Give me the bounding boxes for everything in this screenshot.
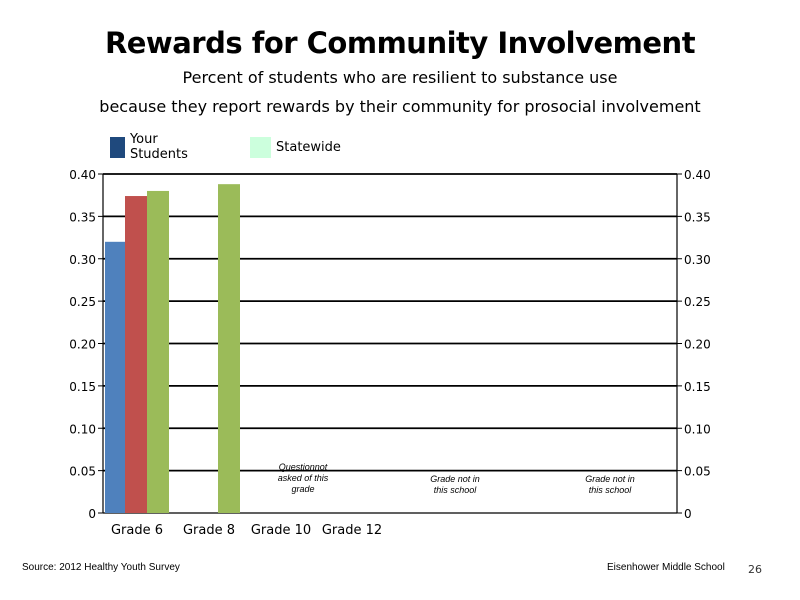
- annotation-text: this school: [589, 485, 633, 495]
- legend-label-statewide: Statewide: [276, 139, 341, 155]
- y-tick-label-left: 0.15: [69, 380, 96, 394]
- source-note: Source: 2012 Healthy Youth Survey: [22, 562, 180, 573]
- y-tick-label-right: 0.25: [684, 295, 711, 309]
- legend-swatch-your-students: [110, 136, 125, 158]
- x-category-label: Grade 6: [111, 523, 163, 538]
- legend-label-your-students: Your Students: [129, 132, 188, 162]
- legend-item-statewide: Statewide: [250, 136, 341, 158]
- y-tick-label-right: 0.10: [684, 422, 711, 436]
- annotation-text: Questionnot: [279, 462, 328, 472]
- chart-subtitle-line-1: Percent of students who are resilient to…: [182, 68, 618, 87]
- annotation-text: Grade not in: [585, 474, 635, 484]
- page-number: 26: [748, 563, 762, 576]
- y-tick-label-right: 0.30: [684, 253, 711, 267]
- chart-subtitle-line-2: because they report rewards by their com…: [99, 97, 701, 116]
- bar-grade-6-series-0: [105, 241, 127, 514]
- y-tick-label-right: 0: [684, 507, 692, 521]
- y-tick-label-left: 0.10: [69, 422, 96, 436]
- annotation-text: this school: [434, 485, 478, 495]
- y-tick-label-right: 0.35: [684, 210, 711, 224]
- bar-grade-6-series-1: [125, 196, 147, 513]
- bar-grade-6-series-2: [147, 190, 169, 513]
- legend-item-your-students: Your Students: [110, 132, 194, 162]
- annotation-text: grade: [291, 484, 314, 494]
- y-tick-label-left: 0.35: [69, 210, 96, 224]
- y-tick-label-right: 0.40: [684, 168, 711, 182]
- y-tick-label-right: 0.05: [684, 465, 711, 479]
- annotation-text: Grade not in: [430, 474, 480, 484]
- y-tick-label-left: 0.20: [69, 338, 96, 352]
- y-tick-label-right: 0.20: [684, 338, 711, 352]
- y-tick-label-left: 0.30: [69, 253, 96, 267]
- y-tick-label-left: 0.40: [69, 168, 96, 182]
- x-category-label: Grade 8: [183, 523, 235, 538]
- y-tick-label-right: 0.15: [684, 380, 711, 394]
- chart-title: Rewards for Community Involvement: [104, 26, 696, 60]
- x-category-label: Grade 10: [251, 523, 311, 538]
- x-category-label: Grade 12: [322, 523, 382, 538]
- y-tick-label-left: 0.05: [69, 465, 96, 479]
- legend-swatch-statewide: [250, 136, 271, 158]
- school-name: Eisenhower Middle School: [607, 562, 725, 573]
- annotation-text: asked of this: [278, 473, 329, 483]
- y-tick-label-left: 0: [88, 507, 96, 521]
- y-tick-label-left: 0.25: [69, 295, 96, 309]
- bar-grade-8-series-2: [218, 184, 240, 514]
